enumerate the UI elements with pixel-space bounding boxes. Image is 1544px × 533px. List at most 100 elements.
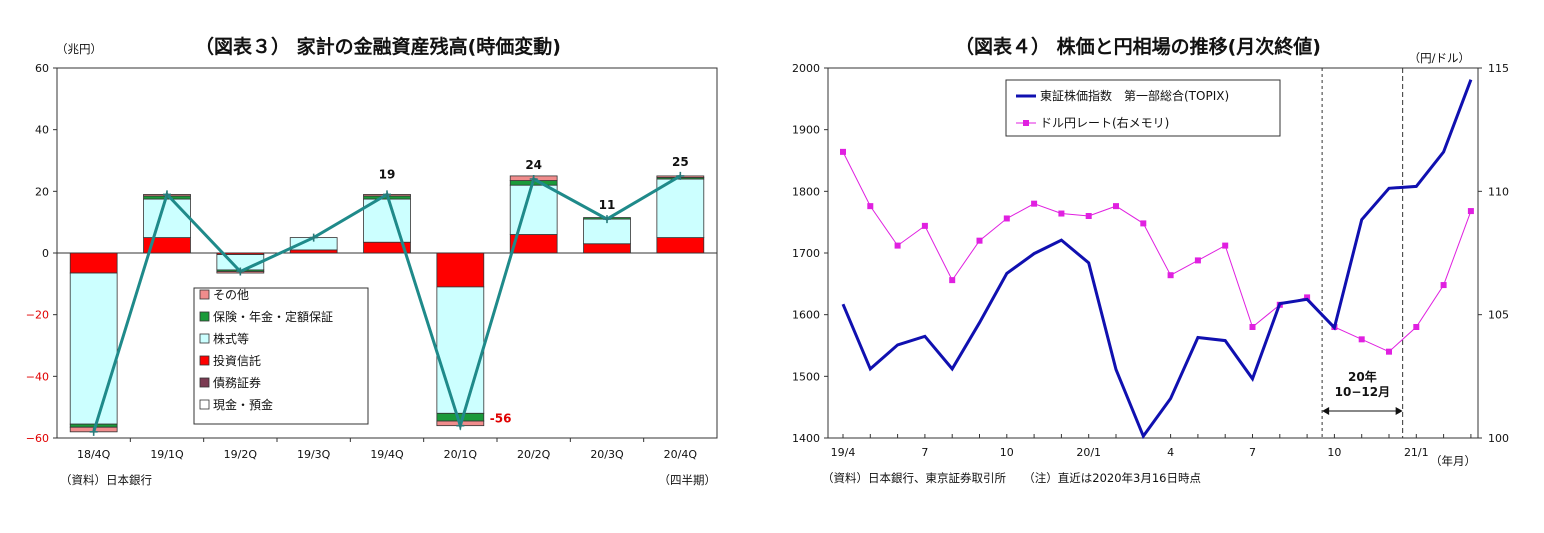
chart1-bar-segment (143, 198, 191, 238)
chart1-x-tick-label: 20/4Q (664, 448, 698, 461)
chart2-usdjpy-marker (894, 242, 901, 249)
chart1-y-tick-label: −40 (26, 370, 49, 383)
chart1-bar-segment (583, 243, 631, 254)
chart2-usdjpy-marker (1003, 215, 1010, 222)
chart2-series (840, 79, 1474, 440)
chart1-x-tick-label: 20/3Q (590, 448, 624, 461)
chart2-x-tick-label: 7 (1249, 446, 1256, 459)
chart1-legend-label: その他 (213, 288, 249, 302)
chart2-usdjpy-marker (1085, 213, 1092, 219)
chart2-usdjpy-marker (840, 148, 846, 155)
chart2-x-tick-label: 4 (1167, 446, 1174, 459)
chart-household-assets: （図表３） 家計の金融資産残高(時価変動) （兆円） 60 40 20 0 −20 −40… (26, 35, 718, 487)
chart2-y-left-tick-label: 1600 (792, 309, 820, 322)
chart2-y-right-tick-label: 115 (1488, 62, 1509, 75)
chart2-usdjpy-marker (921, 222, 928, 229)
chart1-total-marker (603, 215, 611, 224)
chart1-total-marker (89, 427, 98, 436)
chart2-y-right-tick-label: 105 (1488, 309, 1509, 322)
chart1-x-label: （四半期） (659, 473, 717, 487)
chart2-topix-line (841, 79, 1473, 440)
chart2-y-left-tick-label: 2000 (792, 62, 820, 75)
chart2-usdjpy-marker (1440, 282, 1447, 289)
chart1-legend-label: 株式等 (213, 331, 249, 346)
chart1-legend-swatch (199, 377, 210, 388)
chart1-total-marker (529, 175, 538, 183)
chart1-bars (69, 175, 705, 433)
chart2-x-tick-label: 20/1 (1076, 446, 1101, 459)
chart1-x-tick-label: 18/4Q (77, 448, 111, 461)
chart1-total-marker (456, 421, 465, 430)
chart1-bar-segment (509, 184, 558, 235)
chart2-usdjpy-marker (1358, 336, 1365, 343)
chart1-x-tick-label: 19/2Q (224, 448, 258, 461)
chart1-x-tick-label: 20/2Q (517, 448, 551, 461)
chart-stocks-yen: （図表４） 株価と円相場の推移(月次終値) （円/ドル） 2000 1900 180… (792, 35, 1509, 485)
chart2-usdjpy-marker (867, 203, 874, 210)
chart2-usdjpy-marker (1413, 324, 1420, 330)
chart2-legend-box (1005, 79, 1281, 137)
chart2-y-axis-right: 115 110 105 100 (1478, 62, 1509, 445)
chart1-x-tick-label: 19/4Q (370, 448, 404, 461)
chart1-total-marker (676, 171, 685, 180)
chart1-y-tick-label: 60 (35, 62, 49, 75)
chart2-usdjpy-marker (1058, 210, 1065, 217)
chart1-legend-label: 保険・年金・定額保証 (213, 309, 333, 324)
chart1-data-label: -56 (490, 412, 512, 426)
chart2-x-tick-label: 19/4 (831, 446, 856, 459)
chart2-arrow-head-left (1322, 407, 1330, 415)
chart2-y-right-tick-label: 110 (1488, 185, 1509, 198)
chart2-legend-label-topix: 東証株価指数 第一部総合(TOPIX) (1040, 88, 1229, 103)
chart2-y-right-unit: （円/ドル） (1409, 51, 1470, 65)
chart1-bar-segment (436, 286, 485, 414)
chart2-usdjpy-marker (1031, 200, 1038, 207)
chart1-bar-segment (69, 423, 118, 428)
chart1-bar-segment (289, 249, 338, 254)
chart1-data-label: 11 (599, 198, 616, 212)
chart2-usdjpy-marker (1467, 208, 1474, 215)
chart2-usdjpy-marker (949, 277, 956, 284)
chart1-total-marker (236, 267, 245, 276)
chart1-total-line (89, 171, 685, 436)
chart2-usdjpy-marker (1222, 242, 1229, 249)
chart1-y-tick-label: −60 (26, 432, 49, 445)
chart2-x-tick-label: 10 (1000, 446, 1014, 459)
chart1-x-axis: 18/4Q 19/1Q 19/2Q 19/3Q 19/4Q 20/1Q 20/2Q 20/3Q… (77, 438, 697, 461)
chart1-source: （資料）日本銀行 (60, 473, 152, 487)
chart1-data-label: 24 (525, 158, 542, 172)
chart2-title: （図表４） 株価と円相場の推移(月次終値) (955, 35, 1321, 58)
chart1-x-tick-label: 19/3Q (297, 448, 331, 461)
chart1-bar-segment (69, 272, 118, 425)
chart2-arrow-head-right (1395, 407, 1403, 415)
chart1-y-unit: （兆円） (56, 42, 102, 56)
chart2-x-tick-label: 21/1 (1404, 446, 1429, 459)
chart2-usdjpy-marker (976, 237, 983, 244)
chart2-legend-marker-usdjpy (1023, 120, 1029, 126)
chart1-x-tick-label: 19/1Q (150, 448, 184, 461)
chart2-usdjpy-marker (1304, 294, 1311, 301)
chart1-legend-swatch (199, 289, 210, 300)
chart1-legend-box (193, 287, 369, 425)
chart1-total-marker (309, 233, 318, 242)
chart2-usdjpy-marker (1249, 324, 1256, 330)
chart1-bar-segment (656, 178, 705, 238)
chart2-y-left-tick-label: 1700 (792, 247, 820, 260)
chart1-legend-swatch (199, 399, 210, 410)
chart2-usdjpy-marker (1194, 257, 1201, 264)
chart2-y-left-tick-label: 1900 (792, 124, 820, 137)
chart2-legend: 東証株価指数 第一部総合(TOPIX) ドル円レート(右メモリ) (1005, 79, 1281, 137)
chart1-bar-segment (436, 252, 485, 288)
chart1-legend-swatch (199, 311, 210, 322)
chart2-usdjpy-marker (1386, 348, 1392, 355)
chart2-x-label: （年月） (1430, 454, 1476, 468)
chart1-legend-label: 債務証券 (213, 375, 261, 390)
chart2-source: （資料）日本銀行、東京証券取引所 （注）直近は2020年3月16日時点 (822, 471, 1201, 485)
chart2-y-left-tick-label: 1400 (792, 432, 820, 445)
chart2-annotation-range: 10−12月 (1335, 385, 1390, 399)
chart2-annotation: 20年 10−12月 (1321, 68, 1404, 438)
chart2-y-left-tick-label: 1800 (792, 185, 820, 198)
chart1-legend-swatch (199, 355, 210, 366)
chart2-annotation-year: 20年 (1348, 369, 1377, 384)
